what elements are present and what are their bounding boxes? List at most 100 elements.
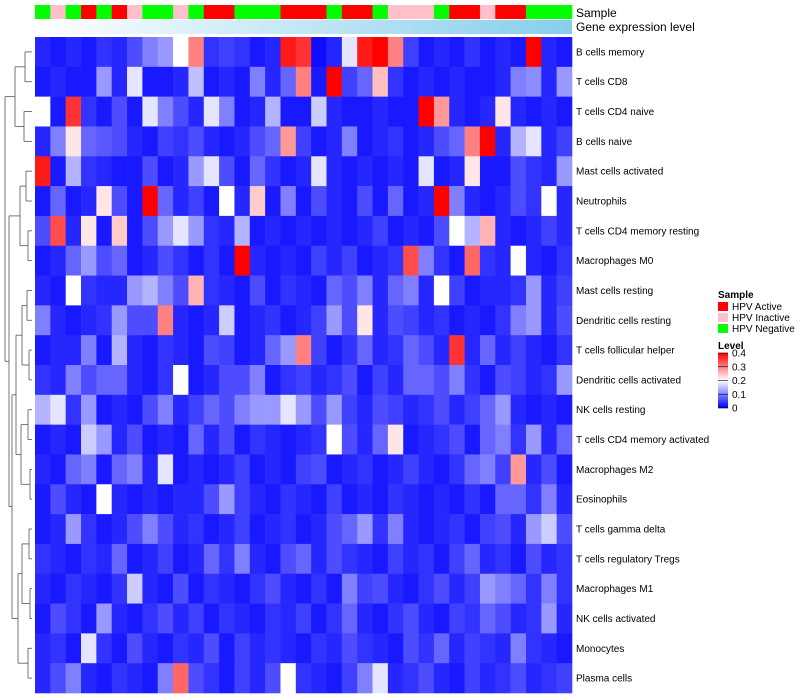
heatmap-cell (510, 663, 527, 694)
heatmap-cell (326, 275, 343, 306)
sample-legend-label: HPV Inactive (732, 313, 790, 324)
heatmap-cell (280, 454, 297, 485)
heatmap-cell (219, 663, 235, 694)
heatmap-cell (50, 215, 66, 247)
heatmap-cell (81, 394, 97, 425)
heatmap-cell (280, 573, 297, 604)
heatmap-cell (495, 394, 511, 425)
heatmap-cell (311, 484, 327, 515)
heatmap-cell (387, 603, 404, 634)
heatmap-cell (495, 275, 511, 306)
heatmap-cell (525, 663, 542, 694)
gene-expression-annotation-track (35, 20, 572, 34)
heatmap-cell (541, 603, 557, 634)
sample-legend-swatch (718, 313, 728, 322)
heatmap-cell (510, 484, 527, 515)
heatmap-cell (280, 96, 297, 127)
heatmap-cell (173, 156, 189, 187)
heatmap-cell (188, 156, 205, 187)
heatmap-cell (541, 484, 557, 515)
heatmap-cell (157, 156, 174, 187)
heatmap-cell (541, 633, 557, 664)
heatmap-cell (418, 335, 435, 366)
heatmap-cell (234, 633, 251, 664)
heatmap-cell (81, 186, 97, 217)
heatmap-cell (418, 424, 435, 455)
heatmap-cell (265, 275, 281, 306)
heatmap-cell (157, 454, 174, 485)
heatmap-cell (418, 484, 435, 515)
heatmap-cell (326, 633, 343, 664)
heatmap-cell (111, 603, 128, 634)
sample-annotation-cell (541, 5, 557, 19)
heatmap-cell (464, 66, 481, 97)
heatmap-cell (525, 305, 542, 336)
level-tick-label: 0 (732, 404, 738, 415)
heatmap-cell (249, 156, 266, 187)
heatmap-cell (219, 394, 235, 425)
heatmap-cell (510, 573, 527, 604)
heatmap-cell (541, 245, 557, 276)
heatmap-cell (65, 603, 82, 634)
heatmap-cell (203, 186, 220, 217)
heatmap-cell (265, 633, 281, 664)
heatmap-cell (326, 394, 343, 425)
heatmap-cell (556, 156, 573, 187)
heatmap-cell (265, 663, 281, 694)
heatmap-cell (111, 126, 128, 157)
sample-legend-title: Sample (718, 290, 754, 301)
heatmap-cell (173, 37, 189, 68)
heatmap-cell (541, 305, 557, 336)
heatmap-cell (357, 66, 373, 97)
row-labels: B cells memory T cells CD8 T cells CD4 nai… (576, 47, 709, 684)
heatmap-cell (50, 335, 66, 366)
heatmap-cell (280, 275, 297, 306)
heatmap-cell (387, 305, 404, 336)
heatmap-cell (479, 394, 496, 425)
heatmap-cell (203, 633, 220, 664)
heatmap-cell (188, 126, 205, 157)
heatmap-cell (219, 305, 235, 336)
heatmap-cell (295, 543, 312, 575)
heatmap-cell (50, 365, 66, 396)
heatmap-cell (341, 633, 358, 664)
heatmap-cell (341, 394, 358, 425)
heatmap-cell (249, 66, 266, 97)
heatmap-cell (326, 66, 343, 97)
heatmap-cell (311, 275, 327, 306)
heatmap-cell (556, 275, 573, 306)
heatmap-cell (403, 663, 419, 694)
heatmap-cell (433, 245, 450, 276)
heatmap-cell (280, 394, 297, 425)
heatmap-cell (387, 424, 404, 455)
heatmap-cell (541, 126, 557, 157)
heatmap-cell (326, 186, 343, 217)
heatmap-cell (433, 633, 450, 664)
heatmap-cell (418, 186, 435, 217)
heatmap-cell (541, 543, 557, 575)
heatmap-cell (510, 543, 527, 575)
heatmap-cell (65, 335, 82, 366)
heatmap-cell (372, 365, 389, 396)
heatmap-cell (96, 573, 113, 604)
heatmap-cell (35, 484, 51, 515)
heatmap-cell (326, 365, 343, 396)
heatmap-cell (510, 454, 527, 485)
sample-annotation-cell (433, 5, 450, 19)
heatmap-cell (403, 394, 419, 425)
heatmap-cell (525, 543, 542, 575)
heatmap-cell (525, 66, 542, 97)
heatmap-cell (157, 633, 174, 664)
heatmap-cell (157, 215, 174, 247)
heatmap-cell (326, 156, 343, 187)
heatmap-cell (433, 424, 450, 455)
heatmap-cell (510, 215, 527, 247)
heatmap-cell (525, 603, 542, 634)
heatmap-cell (403, 484, 419, 515)
heatmap-cell (341, 484, 358, 515)
heatmap-cell (495, 66, 511, 97)
heatmap-cell (418, 215, 435, 247)
heatmap-cell (433, 484, 450, 515)
heatmap-cell (326, 126, 343, 157)
heatmap-cell (127, 66, 143, 97)
